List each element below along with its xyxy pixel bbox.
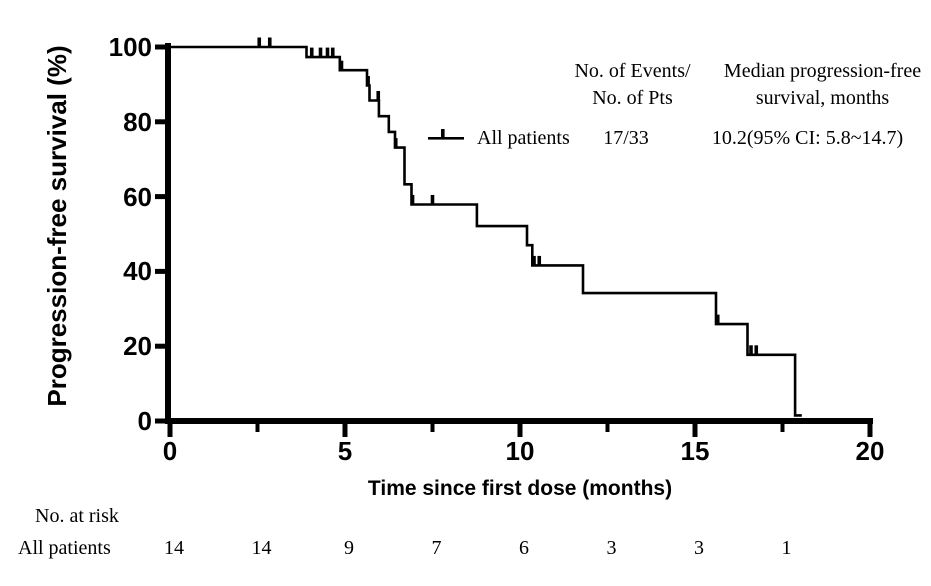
censor-mark-16 <box>754 345 759 355</box>
censor-mark-5 <box>330 47 335 58</box>
at-risk-value-t5: 9 <box>344 537 354 559</box>
at-risk-value-t10: 6 <box>519 537 529 559</box>
at-risk-value-t0: 14 <box>164 537 184 559</box>
censor-mark-9 <box>393 138 398 148</box>
legend-header-median: Median progression-free survival, months <box>705 58 931 112</box>
legend-header-events: No. of Events/ No. of Pts <box>535 58 730 112</box>
censor-mark-15 <box>749 345 753 355</box>
x-tick-label-15: 15 <box>680 436 710 466</box>
at-risk-label: No. at risk <box>35 505 119 527</box>
x-axis-label: Time since first dose (months) <box>367 477 673 500</box>
y-tick-label-40: 40 <box>123 256 152 287</box>
x-tick-15 <box>692 424 698 437</box>
x-tick-20 <box>867 424 873 437</box>
y-tick-0 <box>155 418 166 424</box>
y-tick-80 <box>155 119 166 125</box>
legend-series-label: All patients <box>477 127 570 149</box>
legend-header-events-line2: No. of Pts <box>592 87 673 109</box>
x-tick-label-10: 10 <box>505 436 535 466</box>
x-tick-0 <box>167 424 173 437</box>
censor-mark-8 <box>376 90 381 101</box>
y-tick-label-20: 20 <box>123 331 152 362</box>
at-risk-value-t15: 3 <box>694 537 704 559</box>
at-risk-value-t7.5: 7 <box>431 537 442 559</box>
at-risk-value-t2.5: 14 <box>251 537 272 559</box>
legend-header-events-line1: No. of Events/ <box>574 60 691 82</box>
censor-mark-4 <box>325 47 330 58</box>
censor-mark-0 <box>257 37 262 47</box>
y-tick-label-0: 0 <box>137 406 152 436</box>
x-minor-tick-12.5 <box>605 424 610 432</box>
x-tick-label-0: 0 <box>162 436 178 466</box>
censor-mark-13 <box>537 255 542 266</box>
censor-mark-6 <box>339 60 344 71</box>
censor-mark-12 <box>532 255 536 266</box>
km-censor-tick-icon <box>428 129 464 140</box>
legend-header-median-line2: survival, months <box>755 87 890 109</box>
x-tick-10 <box>517 424 523 437</box>
y-axis-label: Progression-free survival (%) <box>42 45 72 407</box>
censor-mark-10 <box>410 194 415 205</box>
y-tick-60 <box>155 194 166 200</box>
x-axis-line <box>165 418 873 424</box>
at-risk-value-t17.5: 1 <box>781 537 792 559</box>
at-risk-row-label: All patients <box>18 537 111 559</box>
censor-mark-14 <box>715 314 720 325</box>
x-minor-tick-2.5 <box>255 424 260 432</box>
x-tick-label-20: 20 <box>855 436 885 466</box>
y-tick-label-80: 80 <box>123 106 152 137</box>
x-minor-tick-17.5 <box>780 424 785 432</box>
y-tick-20 <box>155 343 166 349</box>
censor-mark-3 <box>318 47 323 58</box>
y-axis-line <box>165 43 171 424</box>
legend-header-median-line1: Median progression-free <box>723 60 922 82</box>
censor-mark-11 <box>430 194 435 205</box>
x-minor-tick-7.5 <box>430 424 435 432</box>
legend-events-value: 17/33 <box>603 127 649 149</box>
y-tick-100 <box>155 44 166 50</box>
y-tick-label-60: 60 <box>123 181 152 212</box>
x-tick-label-5: 5 <box>337 436 353 466</box>
x-tick-5 <box>342 424 348 437</box>
y-tick-40 <box>155 268 166 274</box>
censor-mark-1 <box>267 37 272 47</box>
legend-median-value: 10.2(95% CI: 5.8~14.7) <box>711 127 904 149</box>
censor-mark-2 <box>309 47 314 58</box>
y-tick-label-100: 100 <box>108 32 152 62</box>
censor-mark-7 <box>366 76 370 86</box>
at-risk-value-t12.5: 3 <box>606 537 617 559</box>
